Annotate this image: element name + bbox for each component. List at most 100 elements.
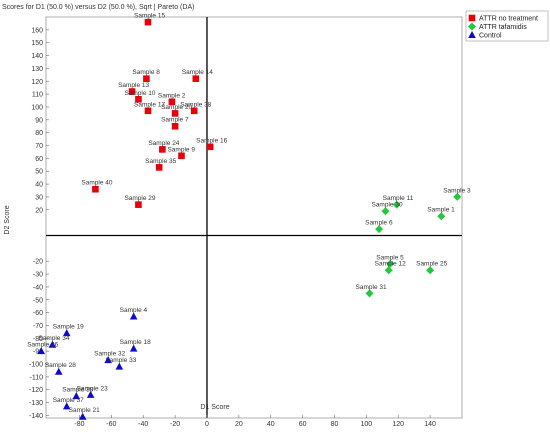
y-tick-label: 80 bbox=[35, 130, 43, 137]
data-point bbox=[386, 259, 395, 268]
y-tick-label: 100 bbox=[31, 104, 43, 111]
data-point bbox=[135, 201, 142, 208]
data-point bbox=[381, 207, 390, 216]
chart-title: Scores for D1 (50.0 %) versus D2 (50.0 %… bbox=[2, 4, 194, 11]
y-tick-label: 70 bbox=[35, 143, 43, 150]
data-point bbox=[375, 225, 384, 234]
y-tick-label: 110 bbox=[32, 92, 43, 99]
point-label: Sample 6 bbox=[365, 220, 393, 227]
y-tick-label: 90 bbox=[35, 117, 43, 124]
data-point bbox=[171, 110, 179, 117]
legend-box bbox=[465, 10, 549, 42]
tick-labels: -80 -60 -40 -20 0 20 40 60 80 100 120 140 -140 -130 -1… bbox=[29, 27, 436, 428]
point-label: Sample 31 bbox=[356, 284, 387, 291]
point-label: Sample 30 bbox=[371, 202, 402, 209]
y-tick-label: 60 bbox=[35, 156, 43, 163]
data-point bbox=[128, 88, 136, 95]
y-tick-label: -20 bbox=[33, 259, 43, 266]
data-point bbox=[115, 362, 124, 370]
x-axis-label: D1 Score bbox=[200, 404, 229, 411]
point-label: Sample 40 bbox=[81, 180, 112, 187]
point-label: Sample 20 bbox=[161, 104, 192, 111]
x-tick-label: 100 bbox=[361, 421, 373, 428]
data-point bbox=[159, 146, 166, 153]
data-point bbox=[171, 122, 179, 130]
data-point bbox=[92, 185, 99, 193]
point-label: Sample 24 bbox=[148, 140, 179, 147]
data-point bbox=[168, 98, 176, 106]
x-tick-label: 0 bbox=[205, 421, 209, 428]
y-tick-label: 120 bbox=[31, 79, 43, 86]
data-point bbox=[48, 340, 57, 348]
point-label: Sample 7 bbox=[161, 117, 189, 124]
data-point bbox=[62, 329, 71, 337]
data-point bbox=[135, 95, 142, 103]
point-label: Sample 10 bbox=[124, 90, 155, 97]
point-label: Sample 19 bbox=[53, 324, 84, 331]
legend-label: ATTR tafamidis bbox=[479, 24, 527, 31]
data-point bbox=[155, 164, 163, 171]
point-label: Sample 37 bbox=[53, 397, 84, 404]
point-label: Sample 35 bbox=[145, 158, 176, 165]
point-label: Sample 29 bbox=[124, 195, 155, 202]
y-tick-label: 140 bbox=[31, 53, 43, 60]
y-tick-label: -80 bbox=[33, 336, 43, 343]
point-label: Sample 5 bbox=[376, 254, 404, 261]
y-tick-label: 150 bbox=[31, 40, 43, 47]
data-point bbox=[178, 152, 185, 160]
y-tick-label: -110 bbox=[30, 374, 44, 381]
x-tick-label: 20 bbox=[235, 421, 243, 428]
data-point bbox=[129, 312, 138, 320]
y-tick-label: 160 bbox=[31, 27, 43, 34]
plot-area bbox=[45, 16, 463, 419]
point-label: Sample 2 bbox=[158, 92, 186, 99]
y-tick-label: -40 bbox=[33, 284, 43, 291]
data-point bbox=[144, 18, 152, 26]
legend-marker bbox=[468, 22, 476, 31]
y-axis-label: D2 Score bbox=[4, 205, 11, 234]
plot-border bbox=[45, 16, 463, 419]
x-tick-label: 40 bbox=[267, 421, 275, 428]
point-label: Sample 12 bbox=[375, 261, 406, 268]
data-point bbox=[78, 412, 87, 420]
point-label: Sample 38 bbox=[180, 101, 211, 108]
data-point bbox=[453, 192, 462, 201]
data-point bbox=[54, 367, 63, 375]
data-point bbox=[144, 107, 152, 115]
point-label: Sample 11 bbox=[383, 195, 414, 202]
x-tick-label: 60 bbox=[299, 421, 307, 428]
y-tick-label: -140 bbox=[29, 413, 43, 420]
y-tick-label: 130 bbox=[31, 66, 43, 73]
data-point bbox=[426, 266, 435, 275]
data-point bbox=[104, 356, 112, 364]
legend-marker bbox=[468, 31, 476, 38]
y-tick-label: 20 bbox=[35, 207, 43, 214]
point-label: Sample 9 bbox=[167, 146, 195, 153]
point-label: Sample 1 bbox=[427, 207, 455, 214]
point-label: Sample 33 bbox=[105, 357, 136, 364]
point-label: Sample 8 bbox=[132, 69, 160, 76]
data-point bbox=[365, 289, 374, 298]
data-point bbox=[206, 143, 214, 151]
y-tick-label: -50 bbox=[33, 297, 43, 304]
y-tick-label: -30 bbox=[33, 272, 43, 279]
data-point bbox=[72, 392, 81, 400]
data-point bbox=[62, 402, 71, 410]
x-tick-label: 120 bbox=[392, 421, 404, 428]
point-label: Sample 16 bbox=[196, 137, 227, 144]
y-tick-label: -120 bbox=[29, 387, 43, 394]
point-label: Sample 18 bbox=[120, 339, 151, 346]
legend-label: ATTR no treatment bbox=[479, 16, 538, 23]
point-label: Sample 34 bbox=[38, 335, 69, 342]
point-label: Sample 14 bbox=[182, 69, 213, 76]
data-point bbox=[192, 75, 200, 82]
x-tick-label: -20 bbox=[170, 421, 180, 428]
legend-label: Control bbox=[479, 33, 502, 40]
y-tick-label: -70 bbox=[33, 323, 43, 330]
y-tick-label: -90 bbox=[33, 349, 43, 356]
y-tick-label: 30 bbox=[35, 194, 43, 201]
